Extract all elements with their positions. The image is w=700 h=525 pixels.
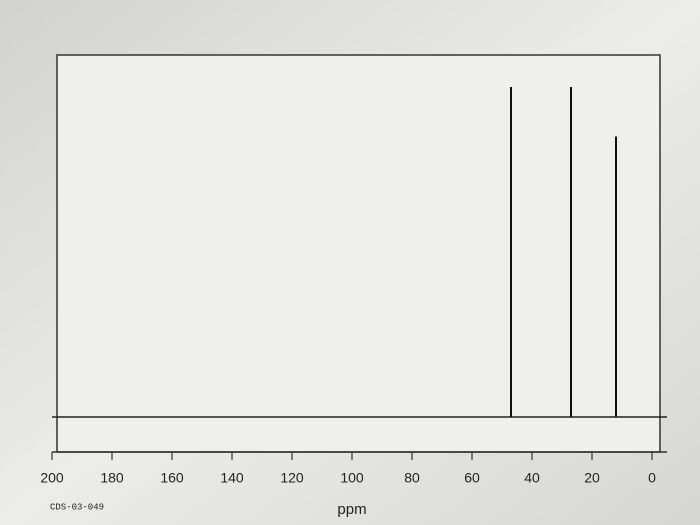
x-tick-label: 80 xyxy=(404,470,420,486)
x-tick-label: 120 xyxy=(280,470,304,486)
x-tick-label: 140 xyxy=(220,470,244,486)
x-tick-label: 40 xyxy=(524,470,540,486)
x-tick-label: 0 xyxy=(648,470,656,486)
x-axis-label: ppm xyxy=(337,501,366,518)
x-tick-label: 20 xyxy=(584,470,600,486)
x-tick-label: 100 xyxy=(340,470,364,486)
x-tick-label: 160 xyxy=(160,470,184,486)
x-tick-label: 180 xyxy=(100,470,124,486)
plot-frame xyxy=(56,54,661,453)
x-tick-label: 200 xyxy=(40,470,64,486)
x-tick-label: 60 xyxy=(464,470,480,486)
annotation: CDS-03-049 xyxy=(50,502,104,512)
